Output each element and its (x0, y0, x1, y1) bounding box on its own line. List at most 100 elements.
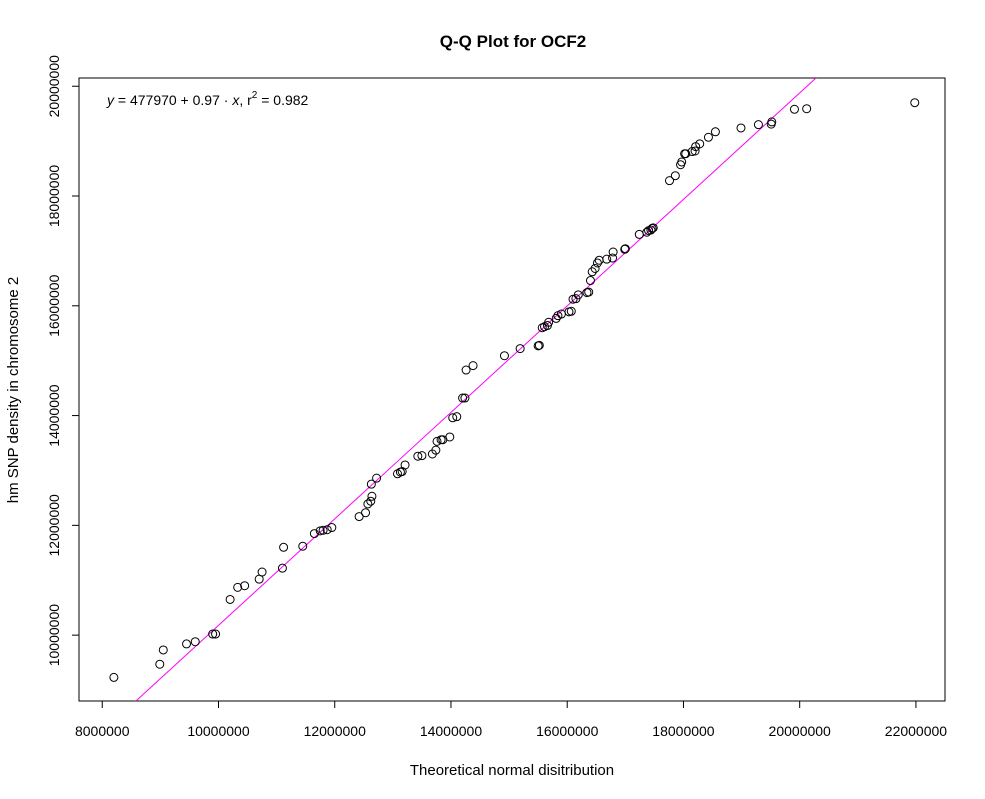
data-point (620, 244, 630, 254)
data-point (190, 637, 200, 647)
y-tick-label: 16000000 (46, 274, 62, 337)
data-point (279, 542, 289, 552)
data-point (789, 104, 799, 114)
data-point (322, 525, 332, 535)
y-axis: 10000000 12000000 14000000 16000000 18000000… (46, 55, 79, 666)
annotation-r-value: = 0.982 (257, 92, 308, 108)
data-point (366, 496, 376, 506)
data-point (211, 629, 221, 639)
x-tick-label: 12000000 (304, 723, 367, 739)
data-point (670, 171, 680, 181)
annotation-r-prefix: , r (239, 92, 252, 108)
regression-annotation: y = 477970 + 0.97 · x, r2 = 0.982 (106, 90, 309, 108)
data-point (534, 340, 544, 350)
data-point (413, 451, 423, 461)
data-point (233, 582, 243, 592)
data-point (361, 508, 371, 518)
data-point (315, 526, 325, 536)
data-point (566, 306, 576, 316)
data-point (318, 525, 328, 535)
data-point (225, 594, 235, 604)
data-point (568, 294, 578, 304)
x-axis-label: Theoretical normal disitribution (410, 762, 614, 779)
data-point (327, 523, 337, 533)
data-point (665, 176, 675, 186)
data-point (458, 393, 468, 403)
data-point (608, 253, 618, 263)
data-point (620, 244, 630, 254)
data-point (445, 432, 455, 442)
data-point (155, 659, 165, 669)
data-point (109, 672, 119, 682)
y-axis-label: hm SNP density in chromosome 2 (5, 277, 22, 504)
data-point (277, 563, 287, 573)
data-point (354, 512, 364, 522)
data-point (448, 413, 458, 423)
data-point (400, 460, 410, 470)
plot-frame (78, 77, 946, 702)
data-point (452, 412, 462, 422)
data-point (461, 365, 471, 375)
data-point (460, 393, 470, 403)
x-tick-label: 16000000 (536, 723, 599, 739)
annotation-r-exponent: 2 (252, 90, 258, 101)
data-points (109, 98, 920, 682)
data-point (690, 146, 700, 156)
data-point (677, 157, 687, 167)
data-point (585, 276, 595, 286)
chart-title: Q-Q Plot for OCF2 (440, 32, 586, 51)
data-point (802, 104, 812, 114)
data-point (363, 499, 373, 509)
data-point (432, 436, 442, 446)
data-point (182, 639, 192, 649)
data-point (594, 255, 604, 265)
x-tick-label: 10000000 (187, 723, 250, 739)
data-point (753, 120, 763, 130)
data-point (681, 149, 691, 159)
data-point (710, 127, 720, 137)
data-point (468, 361, 478, 371)
y-tick-label: 10000000 (46, 604, 62, 667)
data-point (515, 344, 525, 354)
data-point (257, 567, 267, 577)
data-point (551, 313, 561, 323)
data-point (584, 287, 594, 297)
x-tick-label: 18000000 (652, 723, 715, 739)
annotation-equation: = 477970 + 0.97 · (114, 92, 232, 108)
data-point (499, 351, 509, 361)
data-point (767, 117, 777, 127)
data-point (608, 247, 618, 257)
data-point (431, 445, 441, 455)
data-point (573, 290, 583, 300)
data-point (695, 139, 705, 149)
data-point (417, 451, 427, 461)
data-point (240, 581, 250, 591)
x-tick-label: 22000000 (885, 723, 948, 739)
y-tick-label: 20000000 (46, 55, 62, 118)
data-point (298, 541, 308, 551)
data-point (544, 317, 554, 327)
data-point (367, 491, 377, 501)
x-tick-label: 14000000 (420, 723, 483, 739)
data-point (602, 254, 612, 264)
x-tick-label: 8000000 (75, 723, 130, 739)
data-point (372, 473, 382, 483)
data-point (587, 267, 597, 277)
data-point (592, 258, 602, 268)
data-point (309, 529, 319, 539)
y-tick-label: 12000000 (46, 494, 62, 557)
data-point (648, 223, 658, 233)
annotation-y-var: y (106, 92, 115, 108)
y-tick-label: 18000000 (46, 165, 62, 228)
y-tick-label: 14000000 (46, 384, 62, 447)
data-point (590, 263, 600, 273)
data-point (366, 479, 376, 489)
fit-line (135, 78, 817, 701)
data-point (910, 98, 920, 108)
x-tick-label: 20000000 (769, 723, 832, 739)
data-point (646, 225, 656, 235)
data-point (736, 123, 746, 133)
data-point (703, 132, 713, 142)
data-point (208, 629, 218, 639)
